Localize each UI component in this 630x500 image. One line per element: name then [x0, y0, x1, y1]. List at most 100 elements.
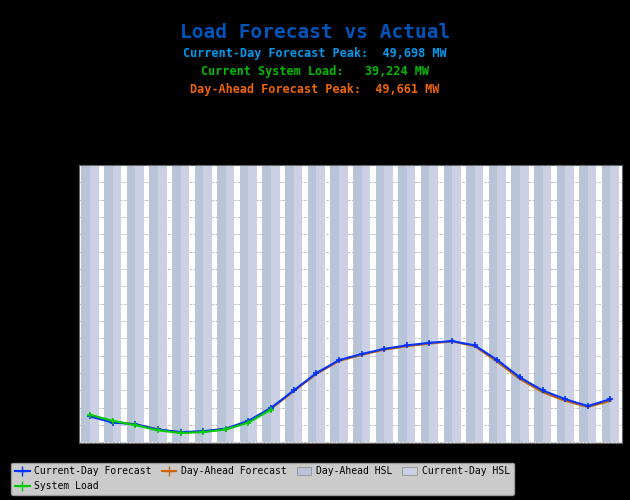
- System Load: [267, 406, 275, 412]
- Current-Day Forecast: [290, 388, 297, 394]
- Bar: [407, 0, 415, 442]
- Day-Ahead Forecast: [267, 406, 275, 411]
- Current-Day Forecast: [561, 396, 569, 402]
- Current-Day Forecast: [381, 346, 388, 352]
- Bar: [271, 0, 280, 442]
- Y-axis label: MW: MW: [14, 296, 26, 311]
- Bar: [104, 0, 113, 442]
- Current-Day Forecast: [200, 428, 207, 434]
- Bar: [127, 0, 135, 442]
- Bar: [226, 13, 234, 442]
- System Load: [86, 412, 94, 418]
- Current-Day Forecast: [539, 388, 546, 394]
- Current-Day Forecast: [584, 403, 592, 409]
- Bar: [149, 0, 158, 442]
- Bar: [557, 0, 565, 442]
- Bar: [240, 0, 248, 442]
- System Load: [222, 426, 229, 432]
- Current-Day Forecast: [426, 340, 433, 346]
- Bar: [90, 0, 99, 442]
- Bar: [248, 0, 257, 442]
- Bar: [316, 0, 325, 442]
- Text: Current System Load:   39,224 MW: Current System Load: 39,224 MW: [201, 65, 429, 78]
- Current-Day Forecast: [244, 418, 252, 424]
- System Load: [177, 430, 185, 436]
- Bar: [421, 0, 430, 442]
- Day-Ahead Forecast: [222, 426, 229, 432]
- Bar: [353, 0, 362, 442]
- Day-Ahead Forecast: [200, 428, 207, 434]
- Current-Day Forecast: [471, 342, 479, 348]
- Bar: [588, 0, 597, 442]
- Bar: [497, 0, 506, 442]
- Bar: [579, 0, 588, 442]
- Bar: [466, 0, 475, 442]
- Day-Ahead Forecast: [177, 430, 185, 436]
- Current-Day Forecast: [358, 351, 365, 357]
- Day-Ahead Forecast: [381, 346, 388, 352]
- Text: Day-Ahead Forecast Peak:  49,661 MW: Day-Ahead Forecast Peak: 49,661 MW: [190, 82, 440, 96]
- Bar: [475, 0, 483, 442]
- System Load: [154, 428, 162, 434]
- System Load: [200, 429, 207, 435]
- Bar: [444, 0, 452, 442]
- Day-Ahead Forecast: [86, 412, 94, 418]
- Current-Day Forecast: [449, 338, 456, 344]
- Day-Ahead Forecast: [493, 359, 501, 365]
- Bar: [430, 0, 438, 442]
- Bar: [195, 10, 203, 442]
- Bar: [375, 0, 384, 442]
- Bar: [203, 13, 212, 442]
- Bar: [294, 0, 302, 442]
- Current-Day Forecast: [222, 426, 229, 432]
- Bar: [81, 0, 90, 442]
- Line: Day-Ahead Forecast: Day-Ahead Forecast: [90, 342, 610, 432]
- Current-Day Forecast: [312, 370, 320, 376]
- Current-Day Forecast: [516, 374, 524, 380]
- Bar: [263, 0, 271, 442]
- Bar: [489, 0, 497, 442]
- Current-Day Forecast: [177, 429, 185, 435]
- Bar: [398, 0, 407, 442]
- Legend: Current-Day Forecast, System Load, Day-Ahead Forecast, Day-Ahead HSL, Current-Da: Current-Day Forecast, System Load, Day-A…: [11, 462, 513, 495]
- Current-Day Forecast: [86, 414, 94, 420]
- Bar: [181, 13, 189, 442]
- Current-Day Forecast: [267, 405, 275, 411]
- Day-Ahead Forecast: [335, 358, 343, 364]
- Bar: [217, 10, 226, 442]
- Current-Day Forecast: [403, 342, 411, 348]
- Bar: [307, 0, 316, 442]
- System Load: [132, 422, 139, 428]
- Bar: [384, 0, 393, 442]
- Bar: [285, 0, 294, 442]
- Current-Day Forecast: [132, 422, 139, 428]
- Bar: [542, 0, 551, 442]
- Current-Day Forecast: [493, 357, 501, 363]
- Line: System Load: System Load: [86, 406, 275, 436]
- Current-Day Forecast: [154, 426, 162, 432]
- Day-Ahead Forecast: [516, 376, 524, 382]
- Bar: [602, 0, 610, 442]
- Day-Ahead Forecast: [584, 404, 592, 410]
- Bar: [330, 0, 339, 442]
- Current-Day Forecast: [335, 357, 343, 363]
- Bar: [362, 0, 370, 442]
- Bar: [113, 0, 122, 442]
- Day-Ahead Forecast: [471, 343, 479, 349]
- Day-Ahead Forecast: [358, 352, 365, 358]
- Text: Load Forecast vs Actual: Load Forecast vs Actual: [180, 22, 450, 42]
- Day-Ahead Forecast: [312, 371, 320, 377]
- Bar: [452, 0, 461, 442]
- Day-Ahead Forecast: [154, 426, 162, 432]
- Day-Ahead Forecast: [132, 422, 139, 428]
- Bar: [610, 0, 619, 442]
- Day-Ahead Forecast: [539, 389, 546, 395]
- Bar: [339, 0, 348, 442]
- System Load: [244, 420, 252, 426]
- Day-Ahead Forecast: [561, 398, 569, 404]
- Day-Ahead Forecast: [449, 338, 456, 344]
- System Load: [109, 418, 117, 424]
- Bar: [172, 10, 181, 442]
- Day-Ahead Forecast: [426, 340, 433, 346]
- Line: Current-Day Forecast: Current-Day Forecast: [86, 338, 614, 436]
